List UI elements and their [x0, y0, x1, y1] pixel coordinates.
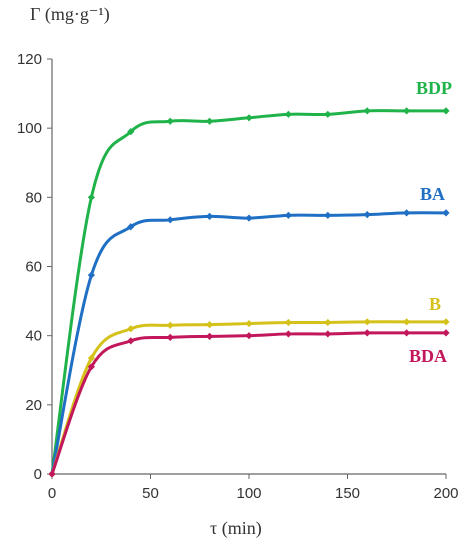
series-line-ba: [50, 211, 447, 475]
data-point-bda: [442, 329, 450, 337]
data-point-b: [363, 318, 371, 326]
data-point-bda: [284, 330, 292, 338]
data-point-bda: [206, 332, 214, 340]
x-tick-label: 150: [335, 485, 360, 502]
data-point-b: [127, 325, 135, 333]
data-point-ba: [442, 209, 450, 217]
data-point-bdp: [87, 193, 95, 201]
data-point-ba: [87, 271, 95, 279]
data-point-bdp: [127, 128, 135, 136]
data-point-ba: [363, 211, 371, 219]
data-point-bda: [403, 329, 411, 337]
y-axis-title: Γ (mg·g⁻¹): [30, 4, 110, 24]
data-point-bdp: [166, 117, 174, 125]
x-tick-label: 0: [48, 485, 56, 502]
data-point-ba: [403, 209, 411, 217]
series-label-b: B: [429, 294, 441, 314]
series-line-b: [50, 320, 446, 475]
data-point-b: [166, 321, 174, 329]
series-label-bdp: BDP: [416, 78, 452, 98]
data-point-bdp: [442, 107, 450, 115]
data-point-ba: [206, 212, 214, 220]
series-label-bda: BDA: [409, 346, 447, 366]
data-point-b: [403, 318, 411, 326]
data-point-bdp: [245, 114, 253, 122]
y-tick-label: 20: [25, 397, 42, 414]
data-point-bdp: [324, 110, 332, 118]
series-line-bdp: [50, 109, 446, 475]
x-tick-label: 200: [433, 485, 458, 502]
data-point-bdp: [284, 110, 292, 118]
data-point-bdp: [363, 107, 371, 115]
series-label-ba: BA: [420, 184, 445, 204]
y-tick-label: 120: [17, 51, 42, 68]
data-point-bda: [324, 330, 332, 338]
data-point-bda: [127, 337, 135, 345]
data-point-b: [324, 318, 332, 327]
x-axis-title: τ (min): [210, 518, 262, 538]
data-point-bda: [245, 332, 253, 340]
data-point-b: [87, 354, 95, 362]
data-point-b: [206, 321, 214, 329]
data-point-bda: [363, 329, 371, 337]
x-tick-label: 100: [236, 485, 261, 502]
data-point-ba: [245, 214, 253, 222]
data-point-bda: [87, 363, 95, 371]
data-point-bdp: [403, 107, 411, 115]
y-tick-label: 40: [25, 328, 42, 345]
data-point-bdp: [206, 117, 214, 125]
y-tick-label: 80: [25, 189, 42, 206]
data-point-ba: [166, 216, 174, 224]
data-point-ba: [127, 223, 135, 231]
data-point-ba: [324, 211, 332, 219]
data-point-ba: [284, 211, 292, 219]
data-point-b: [284, 318, 292, 327]
y-tick-label: 100: [17, 120, 42, 137]
x-tick-label: 50: [142, 485, 159, 502]
y-tick-label: 60: [25, 259, 42, 276]
data-point-b: [442, 318, 450, 326]
plot-area: 0 20 40 60 80 100 120 0 50 100 150 200 BDP BA B BDA: [17, 51, 459, 502]
data-point-b: [245, 319, 253, 328]
data-point-bda: [48, 470, 56, 478]
data-point-bda: [166, 333, 174, 341]
series-line-bda: [50, 331, 446, 475]
y-tick-label: 0: [34, 466, 42, 483]
